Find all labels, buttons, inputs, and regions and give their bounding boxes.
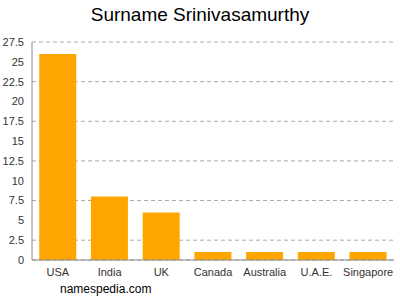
svg-text:USA: USA [47,266,70,278]
svg-text:5: 5 [18,214,24,226]
svg-text:22.5: 22.5 [8,76,24,88]
svg-text:20: 20 [12,95,24,107]
svg-text:10: 10 [12,175,24,187]
html-text:namespedia.com: namespedia.com [60,282,152,296]
svg-text:15: 15 [12,135,24,147]
svg-text:2.5: 2.5 [9,234,24,246]
svg-text:UK: UK [154,266,170,278]
svg-text:U.A.E.: U.A.E. [301,266,333,278]
svg-text:0: 0 [18,254,24,266]
svg-text:India: India [98,266,123,278]
svg-text:27.5: 27.5 [8,36,24,48]
svg-text:12.5: 12.5 [8,155,24,167]
svg-text:Canada: Canada [194,266,233,278]
svg-text:7.5: 7.5 [9,194,24,206]
html-text:Surname Srinivasamurthy: Surname Srinivasamurthy [90,4,310,25]
svg-text:17.5: 17.5 [8,115,24,127]
svg-text:Australia: Australia [243,266,287,278]
svg-text:Singapore: Singapore [343,266,392,278]
svg-text:25: 25 [12,56,24,68]
